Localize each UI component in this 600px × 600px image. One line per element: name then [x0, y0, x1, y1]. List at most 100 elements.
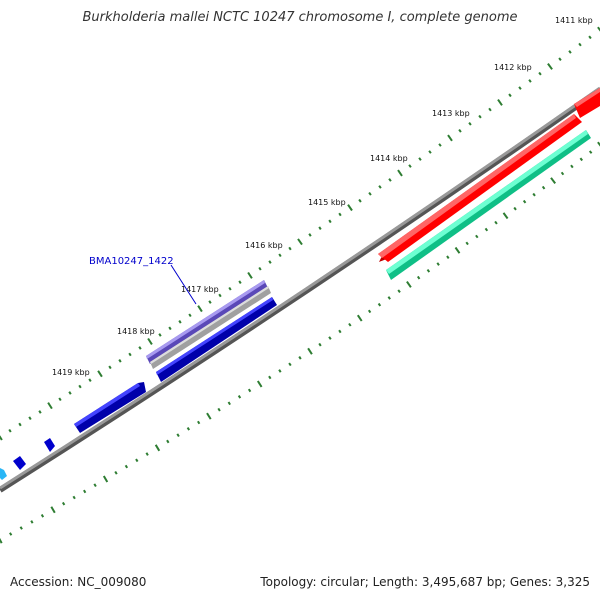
- major-tick: [50, 506, 56, 514]
- minor-tick: [237, 395, 242, 399]
- minor-tick: [9, 532, 13, 536]
- gene-blue-arrow[interactable]: [74, 382, 146, 433]
- major-tick: [497, 99, 503, 106]
- gene-label-leader: [170, 264, 197, 305]
- minor-tick: [268, 260, 272, 264]
- minor-tick: [518, 86, 522, 90]
- tick-label-1416: 1416 kbp: [245, 241, 283, 250]
- minor-tick: [72, 495, 76, 500]
- gene-teal[interactable]: [386, 130, 591, 280]
- minor-tick: [418, 157, 422, 161]
- major-tick: [154, 444, 161, 452]
- minor-tick: [348, 322, 352, 327]
- minor-tick: [484, 227, 489, 232]
- minor-tick: [247, 388, 252, 393]
- major-tick: [307, 347, 313, 355]
- minor-tick: [188, 313, 192, 318]
- minor-tick: [426, 269, 431, 273]
- gene-blue-small-1[interactable]: [44, 438, 55, 452]
- minor-tick: [465, 241, 469, 246]
- outer-tick-ring: [0, 26, 600, 441]
- minor-tick: [588, 150, 593, 154]
- minor-tick: [532, 192, 536, 197]
- minor-tick: [338, 329, 342, 334]
- major-tick: [297, 238, 303, 246]
- minor-tick: [38, 410, 42, 414]
- minor-tick: [19, 526, 23, 530]
- major-tick: [347, 204, 353, 212]
- minor-tick: [58, 397, 62, 402]
- major-tick: [206, 412, 212, 420]
- minor-tick: [446, 255, 450, 259]
- minor-tick: [108, 365, 112, 370]
- minor-tick: [227, 401, 231, 406]
- minor-tick: [570, 164, 574, 169]
- gene-label[interactable]: BMA10247_1422: [89, 256, 174, 267]
- major-tick: [597, 26, 600, 32]
- gene-light-blue[interactable]: [0, 468, 7, 480]
- minor-tick: [124, 464, 129, 469]
- major-tick: [0, 537, 3, 544]
- minor-tick: [568, 50, 572, 54]
- minor-tick: [387, 296, 391, 300]
- minor-tick: [368, 192, 372, 196]
- major-tick: [47, 402, 53, 410]
- minor-tick: [560, 171, 565, 176]
- major-tick: [597, 141, 600, 147]
- minor-tick: [338, 212, 342, 217]
- minor-tick: [158, 333, 162, 337]
- tick-label-1413: 1413 kbp: [432, 109, 470, 118]
- minor-tick: [88, 378, 92, 382]
- minor-tick: [298, 356, 302, 360]
- minor-tick: [367, 309, 372, 314]
- minor-tick: [114, 470, 118, 475]
- gene-gray[interactable]: [150, 286, 271, 369]
- minor-tick: [93, 483, 97, 488]
- minor-tick: [135, 458, 139, 463]
- minor-tick: [494, 220, 498, 225]
- minor-tick: [468, 122, 472, 126]
- minor-tick: [438, 143, 442, 147]
- minor-tick: [83, 489, 87, 494]
- minor-tick: [208, 300, 212, 304]
- major-tick: [247, 271, 253, 279]
- minor-tick: [378, 185, 382, 189]
- map-title: Burkholderia mallei NCTC 10247 chromosom…: [82, 10, 518, 25]
- minor-tick: [18, 422, 22, 427]
- minor-tick: [68, 391, 72, 395]
- minor-tick: [478, 114, 482, 119]
- major-tick: [147, 337, 153, 345]
- gene-blue-small-2[interactable]: [13, 456, 26, 470]
- minor-tick: [475, 234, 479, 239]
- gene-red-edge[interactable]: [574, 88, 600, 118]
- minor-tick: [61, 501, 66, 506]
- minor-tick: [513, 206, 517, 211]
- minor-tick: [318, 226, 322, 230]
- minor-tick: [397, 289, 401, 293]
- minor-tick: [522, 199, 527, 204]
- minor-tick: [588, 35, 592, 40]
- gene-red-large[interactable]: [378, 114, 582, 262]
- tick-label-1417: 1417 kbp: [181, 285, 219, 294]
- gene-purple[interactable]: [146, 280, 268, 364]
- tick-label-1418: 1418 kbp: [117, 327, 155, 336]
- minor-tick: [40, 514, 45, 518]
- minor-tick: [78, 384, 82, 389]
- minor-tick: [138, 346, 142, 350]
- minor-tick: [541, 185, 546, 190]
- minor-tick: [578, 42, 582, 47]
- minor-tick: [197, 420, 201, 425]
- minor-tick: [238, 280, 242, 284]
- minor-tick: [408, 164, 412, 168]
- minor-tick: [268, 375, 272, 380]
- minor-tick: [178, 320, 182, 324]
- minor-tick: [579, 157, 584, 162]
- major-tick: [0, 435, 3, 441]
- minor-tick: [358, 198, 362, 203]
- minor-tick: [218, 293, 222, 298]
- minor-tick: [258, 266, 262, 271]
- major-tick: [197, 305, 203, 313]
- gene-blue-long[interactable]: [156, 297, 277, 382]
- minor-tick: [318, 342, 322, 347]
